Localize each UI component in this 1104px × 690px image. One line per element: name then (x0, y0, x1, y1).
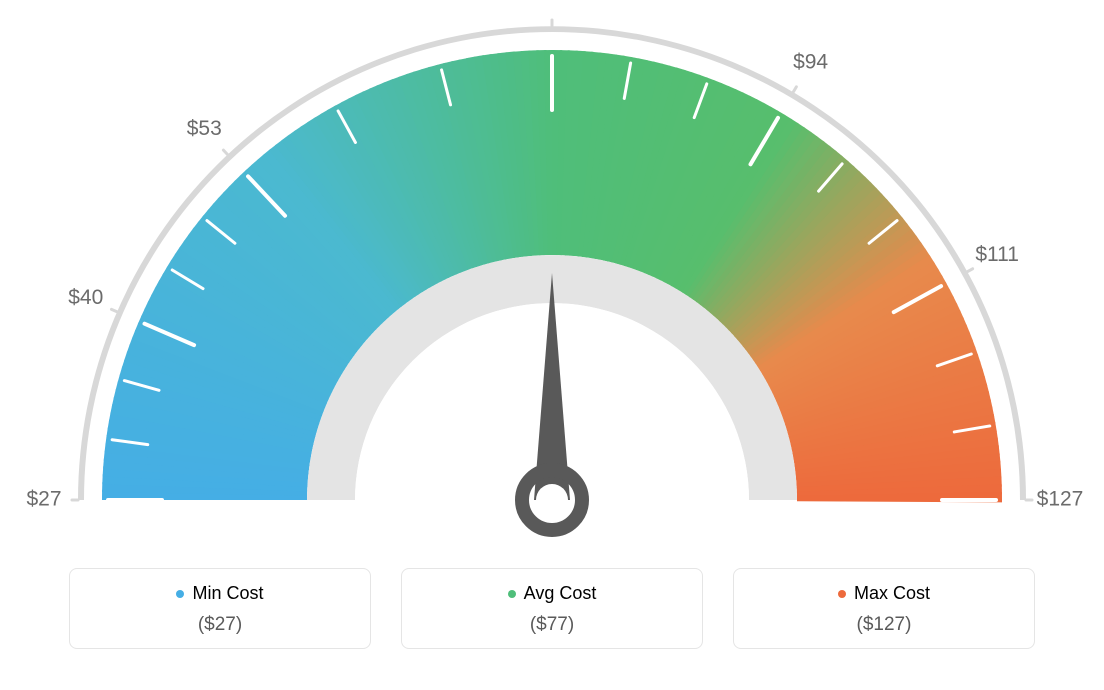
tick-label: $111 (975, 243, 1019, 266)
legend-avg-label: Avg Cost (524, 583, 597, 604)
tick-label: $94 (793, 50, 828, 73)
legend-min-value: ($27) (70, 614, 370, 636)
needle-hub-hole (536, 484, 568, 516)
tick-label: $53 (187, 117, 222, 140)
legend-avg: Avg Cost ($77) (401, 568, 703, 649)
dot-avg (508, 590, 516, 598)
tick-label: $127 (1037, 488, 1084, 511)
legend-avg-value: ($77) (402, 614, 702, 636)
tick-label: $77 (534, 0, 569, 3)
legend-max-value: ($127) (734, 614, 1034, 636)
gauge-svg: $27 $40 $53 $77 $94 $111 $127 (0, 0, 1104, 560)
legend-avg-title: Avg Cost (508, 583, 597, 604)
legend-max-title: Max Cost (838, 583, 930, 604)
legend-min-label: Min Cost (192, 583, 263, 604)
legend-max-label: Max Cost (854, 583, 930, 604)
tick-label: $40 (68, 286, 103, 309)
legend-min: Min Cost ($27) (69, 568, 371, 649)
tick-label: $27 (26, 488, 61, 511)
gauge-chart: $27 $40 $53 $77 $94 $111 $127 (0, 0, 1104, 560)
dot-min (176, 590, 184, 598)
legend-max: Max Cost ($127) (733, 568, 1035, 649)
legend-min-title: Min Cost (176, 583, 263, 604)
legend-row: Min Cost ($27) Avg Cost ($77) Max Cost (… (0, 568, 1104, 649)
dot-max (838, 590, 846, 598)
